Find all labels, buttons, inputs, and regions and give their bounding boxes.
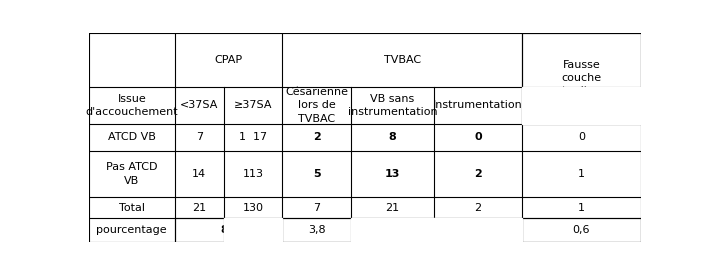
Text: 1  17: 1 17: [239, 132, 267, 142]
Text: 0: 0: [474, 132, 482, 142]
Text: 14: 14: [192, 169, 206, 179]
Text: 13: 13: [384, 169, 400, 179]
Text: Césarienne
lors de
TVBAC: Césarienne lors de TVBAC: [285, 87, 348, 123]
Text: 2: 2: [313, 132, 320, 142]
Text: 83: 83: [221, 225, 236, 235]
Text: Fausse
couche
tardive: Fausse couche tardive: [562, 60, 602, 96]
Text: 2: 2: [474, 169, 482, 179]
Text: 7: 7: [313, 203, 320, 212]
Text: 12,6: 12,6: [388, 225, 416, 235]
Text: 21: 21: [192, 203, 206, 212]
Text: 8: 8: [389, 132, 397, 142]
Bar: [351, 218, 434, 242]
Text: 7: 7: [196, 132, 203, 142]
Text: VB sans
instrumentation: VB sans instrumentation: [347, 94, 437, 117]
Text: TVBAC: TVBAC: [384, 55, 421, 65]
Text: Pas ATCD
VB: Pas ATCD VB: [106, 162, 157, 186]
Text: 5: 5: [313, 169, 320, 179]
Text: 130: 130: [243, 203, 263, 212]
Text: <37SA: <37SA: [180, 100, 219, 110]
Bar: [224, 218, 282, 242]
Text: 0,6: 0,6: [572, 225, 590, 235]
Text: Instrumentation: Instrumentation: [433, 100, 523, 110]
Text: 1: 1: [578, 203, 585, 212]
Text: ≥37SA: ≥37SA: [234, 100, 273, 110]
Text: CPAP: CPAP: [214, 55, 242, 65]
Bar: [434, 218, 522, 242]
Text: 3,8: 3,8: [308, 225, 325, 235]
Text: 21: 21: [385, 203, 399, 212]
Text: Total: Total: [119, 203, 145, 212]
Text: pourcentage: pourcentage: [96, 225, 167, 235]
Bar: [522, 87, 641, 124]
Text: 2: 2: [474, 203, 481, 212]
Text: ATCD VB: ATCD VB: [108, 132, 156, 142]
Text: 1: 1: [578, 169, 585, 179]
Text: 113: 113: [243, 169, 263, 179]
Text: Issue
d'accouchement: Issue d'accouchement: [85, 94, 178, 117]
Text: 0: 0: [578, 132, 585, 142]
